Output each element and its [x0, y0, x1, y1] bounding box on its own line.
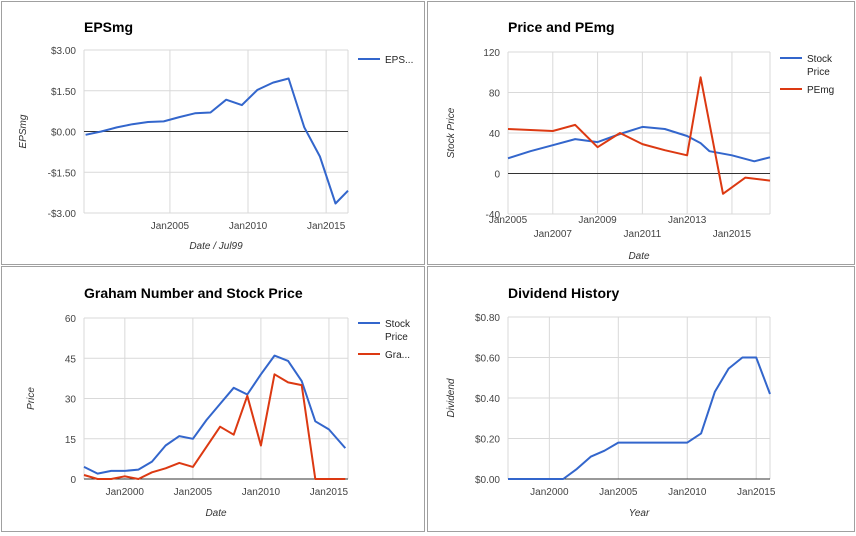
price-pe-xtick-label: Jan2005 [489, 215, 528, 226]
dividend-ytick-label: $0.60 [475, 354, 500, 365]
price-pe-series-1-line [507, 76, 771, 195]
graham-legend-label-1: Gra... [385, 350, 410, 361]
graham-chart-panel: Graham Number and Stock Price 0 15 30 45 60 Ja… [1, 266, 425, 532]
price-pe-xtick-label: Jan2015 [713, 229, 752, 240]
dividend-series-0-line [508, 356, 771, 480]
dividend-chart: Dividend History $0.00 $0.20 $0.40 $0.60 $0.8… [446, 285, 776, 519]
dividend-xtick-label: Jan2015 [737, 487, 776, 498]
eps-xtick-label: Jan2005 [151, 221, 190, 232]
eps-x-axis-label: Date / Jul99 [189, 241, 243, 252]
dividend-chart-panel: Dividend History $0.00 $0.20 $0.40 $0.60 $0.8… [427, 266, 855, 532]
eps-y-axis-label: EPSmg [18, 114, 29, 148]
price-pe-ytick-label: 120 [483, 48, 500, 59]
price-pe-chart: Price and PEmg -40 0 40 80 120 Jan2005 Jan2009 J… [446, 19, 834, 262]
price-pe-ytick-label: 40 [489, 129, 501, 140]
dividend-ytick-label: $0.00 [475, 475, 500, 486]
graham-ytick-label: 60 [65, 314, 77, 325]
eps-chart-panel: EPSmg -$3.00 -$1.50 $0.00 $1.50 $3.00 Jan2005 J… [1, 1, 425, 265]
graham-title: Graham Number and Stock Price [84, 285, 303, 301]
graham-legend-label-0: Stock Price [385, 319, 411, 343]
eps-series-0-line [85, 77, 349, 205]
graham-xtick-label: Jan2005 [174, 487, 213, 498]
eps-chart: EPSmg -$3.00 -$1.50 $0.00 $1.50 $3.00 Jan2005 J… [18, 19, 413, 252]
dividend-ytick-label: $0.20 [475, 435, 500, 446]
eps-xtick-label: Jan2015 [307, 221, 346, 232]
price-pe-xtick-label: Jan2009 [578, 215, 617, 226]
graham-xtick-label: Jan2015 [310, 487, 349, 498]
eps-xtick-label: Jan2010 [229, 221, 268, 232]
dividend-xtick-label: Jan2010 [668, 487, 707, 498]
graham-xtick-label: Jan2000 [106, 487, 145, 498]
dividend-title: Dividend History [508, 285, 619, 301]
dividend-ytick-label: $0.40 [475, 394, 500, 405]
eps-ytick-label: -$3.00 [48, 209, 77, 220]
dividend-x-axis-label: Year [629, 508, 650, 519]
dividend-xtick-label: Jan2000 [530, 487, 569, 498]
graham-series-0-line [83, 354, 347, 475]
price-pe-xtick-label: Jan2007 [534, 229, 573, 240]
graham-series-1-line [83, 373, 346, 480]
eps-ytick-label: $3.00 [51, 46, 76, 57]
eps-title: EPSmg [84, 19, 133, 35]
price-pe-legend-label-1: PEmg [807, 85, 834, 96]
price-pe-legend-label-0: Stock Price [807, 54, 833, 78]
price-pe-series-0-line [507, 125, 771, 163]
graham-ytick-label: 0 [70, 475, 76, 486]
dividend-y-axis-label: Dividend [446, 378, 457, 417]
eps-legend-label-0: EPS... [385, 55, 413, 66]
eps-ytick-label: $0.00 [51, 128, 76, 139]
eps-ytick-label: $1.50 [51, 87, 76, 98]
graham-x-axis-label: Date [205, 508, 227, 519]
price-pe-xtick-label: Jan2011 [624, 229, 662, 240]
graham-xtick-label: Jan2010 [242, 487, 281, 498]
dividend-xtick-label: Jan2005 [599, 487, 638, 498]
graham-ytick-label: 45 [65, 354, 77, 365]
price-pe-title: Price and PEmg [508, 19, 615, 35]
graham-y-axis-label: Price [26, 387, 37, 410]
price-pe-x-axis-label: Date [628, 251, 650, 262]
price-pe-ytick-label: 80 [489, 89, 501, 100]
price-pe-ytick-label: 0 [494, 170, 500, 181]
price-pe-chart-panel: Price and PEmg -40 0 40 80 120 Jan2005 Jan2009 J… [427, 1, 855, 265]
price-pe-ytick-label: -40 [486, 210, 501, 221]
price-pe-y-axis-label: Stock Price [446, 107, 457, 158]
graham-ytick-label: 15 [65, 435, 77, 446]
dividend-ytick-label: $0.80 [475, 313, 500, 324]
price-pe-xtick-label: Jan2013 [668, 215, 707, 226]
graham-ytick-label: 30 [65, 395, 77, 406]
graham-chart: Graham Number and Stock Price 0 15 30 45 60 Ja… [26, 285, 411, 519]
eps-ytick-label: -$1.50 [48, 168, 77, 179]
